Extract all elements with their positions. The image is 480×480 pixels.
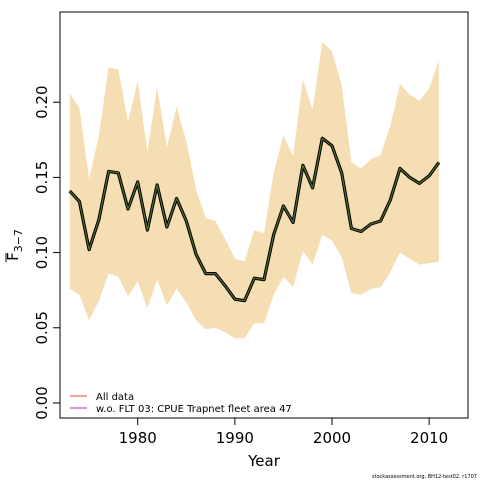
legend-label-all-data: All data bbox=[96, 392, 134, 403]
legend-label-without-flt03: w.o. FLT 03: CPUE Trapnet fleet area 47 bbox=[96, 404, 292, 415]
confidence-band bbox=[69, 42, 439, 339]
x-axis-title: Year bbox=[247, 452, 281, 470]
y-tick-label: 0.20 bbox=[33, 85, 51, 118]
y-axis-title: F3−7 bbox=[4, 229, 25, 262]
svg-text:F3−7: F3−7 bbox=[4, 229, 25, 261]
confidence-band-layer bbox=[69, 42, 439, 339]
x-tick-label: 1980 bbox=[119, 429, 157, 447]
y-tick-label: 0.00 bbox=[33, 386, 51, 419]
series-line-without-flt03 bbox=[69, 137, 440, 302]
footer-credit: stockassessment.org, BH12-test02, r1707 bbox=[372, 474, 477, 480]
x-tick-label: 1990 bbox=[216, 429, 254, 447]
y-tick-label: 0.15 bbox=[33, 161, 51, 194]
y-tick-label: 0.05 bbox=[33, 311, 51, 344]
y-axis: 0.00 0.05 0.10 0.15 0.20 bbox=[33, 85, 60, 420]
y-axis-title-main: F bbox=[4, 252, 22, 261]
y-tick-label: 0.10 bbox=[33, 236, 51, 269]
legend: All data w.o. FLT 03: CPUE Trapnet fleet… bbox=[70, 392, 292, 415]
x-axis: 1980 1990 2000 2010 bbox=[119, 418, 448, 447]
y-axis-title-sub: 3−7 bbox=[12, 229, 25, 252]
plot-frame bbox=[59, 11, 469, 419]
x-tick-label: 2000 bbox=[313, 429, 351, 447]
x-tick-label: 2010 bbox=[410, 429, 448, 447]
series-line-layer bbox=[68, 136, 441, 303]
